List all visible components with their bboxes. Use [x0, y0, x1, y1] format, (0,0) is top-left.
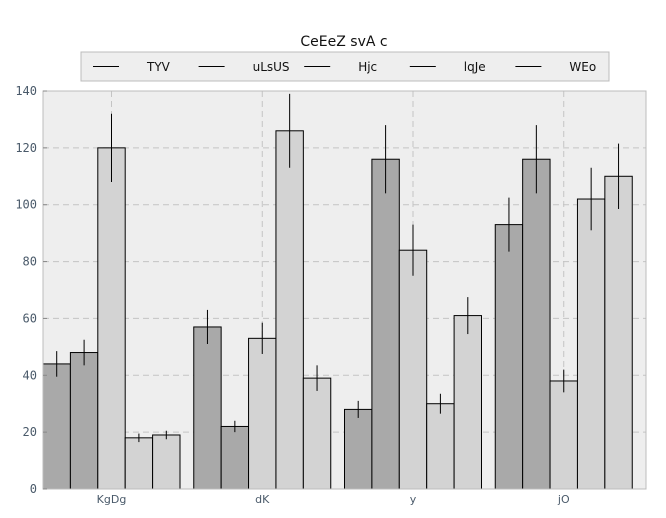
y-tick-label: 140: [15, 84, 37, 98]
bar: [549, 380, 578, 490]
bar: [522, 158, 551, 490]
y-tick-label: 0: [30, 482, 37, 496]
bar: [604, 175, 633, 490]
bar: [344, 408, 373, 490]
x-tick-label: dK: [255, 493, 270, 506]
bar: [97, 147, 126, 490]
y-tick-label: 40: [23, 368, 37, 382]
legend: TYV uLsUS Hjc lqJe WEo: [80, 51, 610, 82]
y-tick-label: 80: [23, 255, 37, 269]
x-axis: KgDg dK y jO: [97, 493, 570, 506]
y-tick-label: 20: [23, 425, 37, 439]
y-axis: 0 20 40 60 80 100 120 140: [15, 84, 47, 496]
bar: [193, 326, 222, 490]
y-tick-label: 60: [23, 311, 37, 325]
bar: [248, 337, 277, 490]
legend-label: lqJe: [464, 60, 486, 74]
plot-frame: [42, 90, 647, 490]
bar: [275, 130, 304, 490]
x-tick-label: KgDg: [97, 493, 127, 506]
bar: [371, 158, 400, 490]
legend-label: TYV: [146, 60, 171, 74]
bar: [69, 352, 99, 490]
y-tick-label: 120: [15, 141, 37, 155]
y-tick-label: 100: [15, 198, 37, 212]
bar: [398, 249, 428, 490]
bar: [494, 224, 524, 490]
legend-label: Hjc: [358, 60, 377, 74]
bar: [42, 363, 71, 490]
bar: [220, 425, 250, 490]
bar: [426, 403, 455, 490]
bar: [302, 377, 332, 490]
x-tick-label: y: [410, 493, 417, 506]
legend-label: WEo: [569, 60, 596, 74]
bar: [124, 437, 154, 490]
chart-title: CeEeZ svA c: [300, 34, 387, 50]
x-tick-label: jO: [557, 493, 570, 506]
legend-label: uLsUS: [253, 60, 290, 74]
error-bars: [56, 93, 620, 443]
bar: [576, 198, 606, 490]
bar: [152, 434, 181, 490]
bars: [42, 130, 633, 490]
bar: [453, 315, 483, 490]
